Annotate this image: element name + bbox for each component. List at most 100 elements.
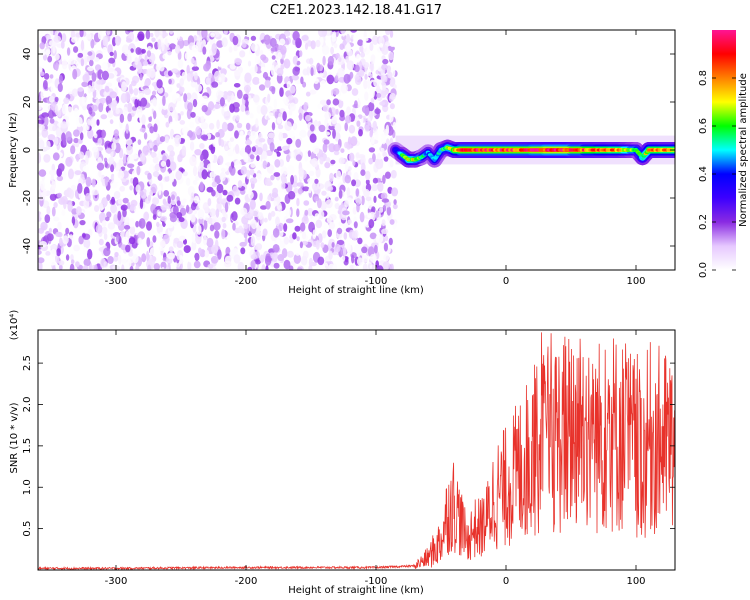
heatmap-noise-cell — [317, 183, 325, 190]
heatmap-noise-cell — [50, 83, 55, 93]
heatmap-noise-cell — [208, 144, 214, 151]
heatmap-noise-cell — [143, 88, 151, 96]
heatmap-noise-cell — [286, 154, 290, 163]
heatmap-noise-cell — [97, 137, 103, 146]
heatmap-noise-cell — [283, 236, 290, 245]
heatmap-noise-cell — [249, 177, 258, 184]
heatmap-noise-cell — [61, 33, 67, 43]
heatmap-noise-cell — [146, 237, 151, 248]
heatmap-noise-cell — [269, 37, 277, 48]
heatmap-noise-cell — [189, 141, 195, 151]
heatmap-noise-cell — [271, 252, 279, 263]
heatmap-noise-cell — [393, 199, 397, 205]
heatmap-noise-cell — [284, 121, 293, 132]
heatmap-noise-cell — [180, 195, 188, 206]
heatmap-noise-cell — [170, 128, 175, 140]
heatmap-noise-cell — [191, 66, 199, 71]
snr-series-line — [38, 332, 675, 570]
heatmap-noise-cell — [217, 94, 222, 100]
snr-line-plot: -300 -200 -100 0 100 0.5 1.0 1.5 2.0 2.5 Height … — [9, 310, 676, 596]
heatmap-noise-cell — [167, 195, 171, 204]
heatmap-noise-cell — [296, 198, 300, 207]
colorbar-tick-label: 0.4 — [698, 166, 709, 182]
heatmap-noise-cell — [339, 96, 346, 101]
heatmap-noise-cell — [200, 134, 209, 140]
heatmap-noise-cell — [340, 84, 348, 94]
heatmap-noise-cell — [96, 119, 100, 126]
heatmap-noise-cell — [139, 152, 146, 162]
heatmap-noise-cell — [153, 123, 158, 133]
heatmap-noise-cell — [176, 200, 181, 207]
heatmap-noise-cell — [128, 193, 134, 201]
heatmap-noise-cell — [370, 137, 375, 146]
heatmap-noise-cell — [305, 114, 312, 122]
heatmap-noise-cell — [74, 170, 82, 176]
heatmap-noise-cell — [139, 190, 144, 196]
heatmap-noise-cell — [183, 93, 188, 103]
heatmap-noise-cell — [179, 86, 185, 93]
heatmap-noise-cell — [351, 179, 357, 187]
heatmap-noise-cell — [68, 222, 74, 231]
heatmap-noise-cell — [185, 177, 191, 186]
heatmap-noise-cell — [369, 42, 374, 51]
heatmap-noise-cell — [38, 104, 42, 110]
heatmap-noise-cell — [131, 125, 135, 136]
heatmap-noise-cell — [193, 260, 201, 269]
heatmap-noise-cell — [65, 254, 70, 261]
heatmap-noise-cell — [384, 171, 391, 179]
heatmap-noise-cell — [300, 76, 304, 85]
heatmap-noise-cell — [98, 102, 104, 113]
heatmap-noise-cell — [244, 237, 248, 245]
heatmap-y-tick-label: -40 — [22, 238, 33, 254]
heatmap-noise-cell — [179, 78, 184, 87]
heatmap-noise-cell — [303, 101, 308, 112]
heatmap-noise-cell — [53, 35, 61, 43]
heatmap-noise-cell — [153, 144, 158, 152]
heatmap-noise-cell — [296, 236, 300, 242]
heatmap-noise-cell — [204, 249, 210, 258]
heatmap-noise-cell — [89, 59, 94, 67]
heatmap-noise-cell — [176, 212, 183, 219]
heatmap-noise-cell — [293, 187, 299, 194]
heatmap-noise-cell — [160, 160, 166, 167]
heatmap-noise-cell — [40, 212, 44, 219]
heatmap-noise-cell — [224, 202, 229, 213]
heatmap-noise-cell — [332, 88, 340, 95]
heatmap-noise-cell — [352, 160, 356, 167]
heatmap-noise-cell — [126, 145, 134, 155]
heatmap-noise-cell — [133, 141, 138, 150]
heatmap-noise-cell — [186, 64, 190, 75]
heatmap-noise-cell — [233, 69, 242, 77]
heatmap-noise-cell — [307, 150, 312, 158]
heatmap-noise-cell — [293, 174, 298, 184]
heatmap-noise-cell — [287, 95, 294, 101]
heatmap-noise-cell — [54, 53, 60, 61]
heatmap-noise-cell — [119, 113, 125, 123]
heatmap-noise-cell — [127, 163, 135, 169]
heatmap-noise-cell — [332, 128, 336, 139]
heatmap-noise-cell — [334, 196, 339, 202]
heatmap-noise-cell — [392, 30, 398, 40]
heatmap-noise-cell — [299, 241, 303, 249]
heatmap-noise-cell — [171, 68, 179, 74]
heatmap-noise-cell — [47, 134, 56, 141]
heatmap-noise-cell — [158, 185, 162, 196]
heatmap-noise-cell — [38, 119, 45, 124]
heatmap-noise-cell — [386, 206, 392, 216]
heatmap-y-tick-label: 40 — [22, 48, 33, 61]
heatmap-noise-cell — [298, 167, 305, 177]
heatmap-noise-cell — [344, 174, 351, 184]
heatmap-noise-cell — [259, 254, 265, 263]
heatmap-noise-cell — [381, 219, 386, 227]
heatmap-noise-cell — [389, 111, 394, 123]
heatmap-noise-cell — [358, 129, 363, 137]
heatmap-noise-cell — [201, 30, 208, 39]
heatmap-noise-cell — [127, 113, 132, 122]
heatmap-noise-cell — [347, 166, 352, 171]
heatmap-noise-cell — [61, 104, 67, 115]
heatmap-noise-cell — [336, 227, 343, 235]
heatmap-noise-cell — [103, 90, 111, 98]
heatmap-noise-cell — [337, 99, 344, 109]
heatmap-noise-cell — [220, 198, 229, 204]
heatmap-noise-cell — [194, 149, 202, 156]
